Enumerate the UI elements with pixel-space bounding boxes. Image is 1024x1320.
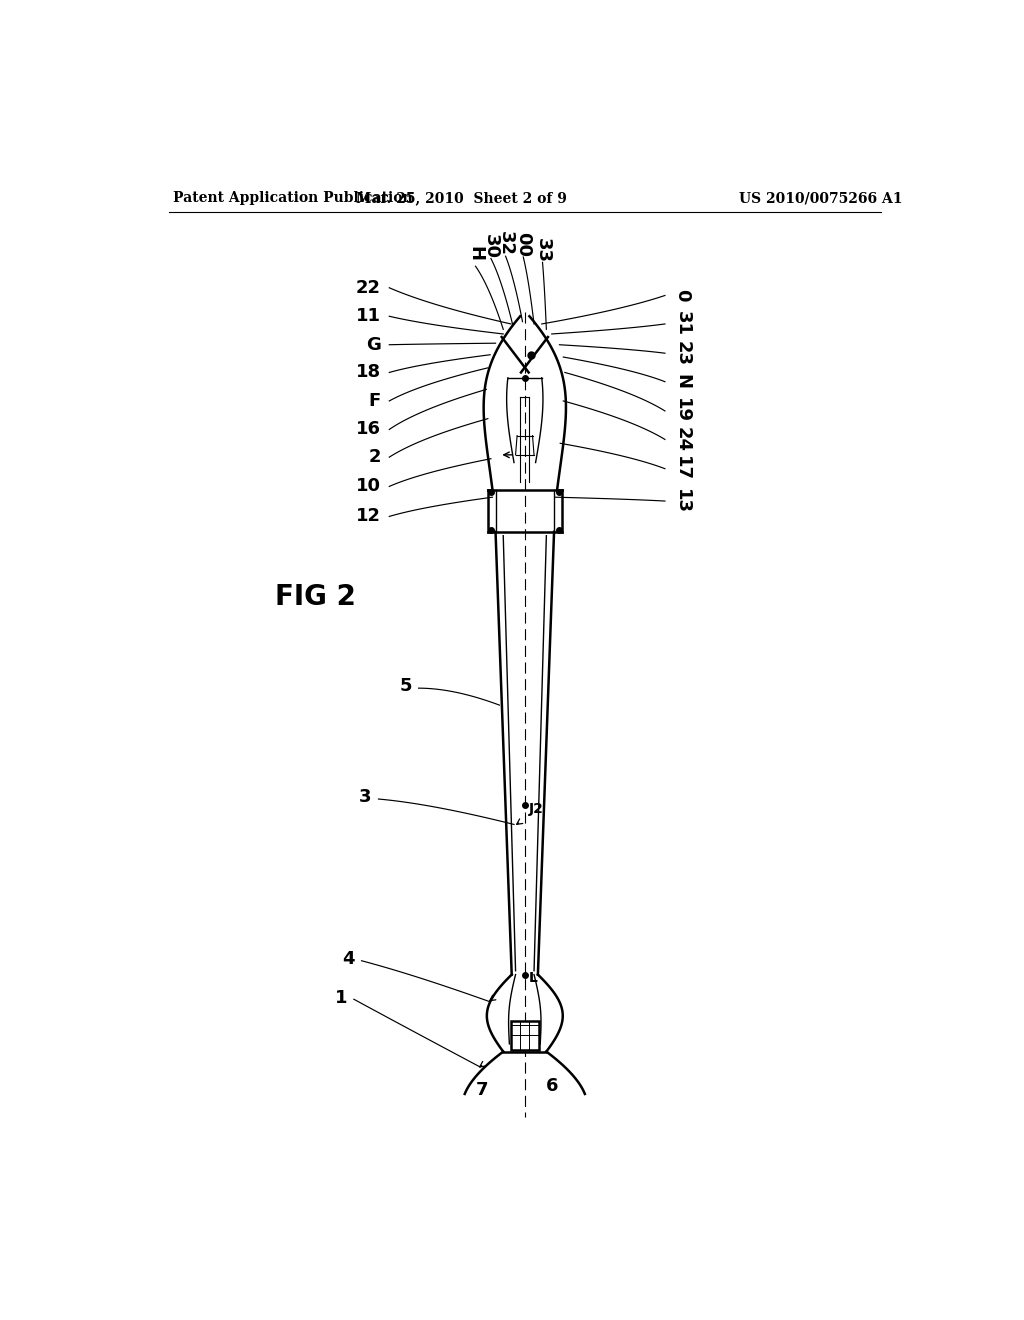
- Text: 5: 5: [400, 677, 413, 694]
- Text: 19: 19: [674, 399, 691, 424]
- Text: FIG 2: FIG 2: [275, 583, 356, 611]
- Text: 6: 6: [546, 1077, 558, 1096]
- Text: 4: 4: [342, 950, 354, 968]
- Text: 33: 33: [534, 238, 552, 263]
- Text: F: F: [369, 392, 381, 411]
- Text: 32: 32: [497, 231, 514, 256]
- Text: 17: 17: [674, 457, 691, 482]
- Text: L: L: [528, 972, 538, 986]
- Text: 30: 30: [482, 234, 500, 259]
- Text: 3: 3: [359, 788, 372, 807]
- Text: N: N: [674, 374, 691, 389]
- Text: 2: 2: [369, 449, 381, 466]
- Text: 24: 24: [674, 426, 691, 451]
- Text: 23: 23: [674, 341, 691, 366]
- Text: 7: 7: [476, 1081, 488, 1100]
- Text: H: H: [467, 247, 484, 261]
- Text: US 2010/0075266 A1: US 2010/0075266 A1: [739, 191, 902, 206]
- Text: Patent Application Publication: Patent Application Publication: [173, 191, 413, 206]
- Text: 10: 10: [355, 478, 381, 495]
- Text: 22: 22: [355, 279, 381, 297]
- Text: 31: 31: [674, 312, 691, 337]
- Text: 13: 13: [674, 488, 691, 513]
- Text: 11: 11: [355, 308, 381, 325]
- Text: J2: J2: [528, 803, 544, 816]
- Text: 0: 0: [674, 289, 691, 302]
- Text: 12: 12: [355, 507, 381, 525]
- Text: 18: 18: [355, 363, 381, 381]
- Text: 1: 1: [335, 989, 347, 1007]
- Text: G: G: [366, 335, 381, 354]
- Text: 00: 00: [514, 232, 532, 257]
- Text: Mar. 25, 2010  Sheet 2 of 9: Mar. 25, 2010 Sheet 2 of 9: [356, 191, 567, 206]
- Bar: [511, 1020, 539, 1051]
- Text: 16: 16: [355, 421, 381, 438]
